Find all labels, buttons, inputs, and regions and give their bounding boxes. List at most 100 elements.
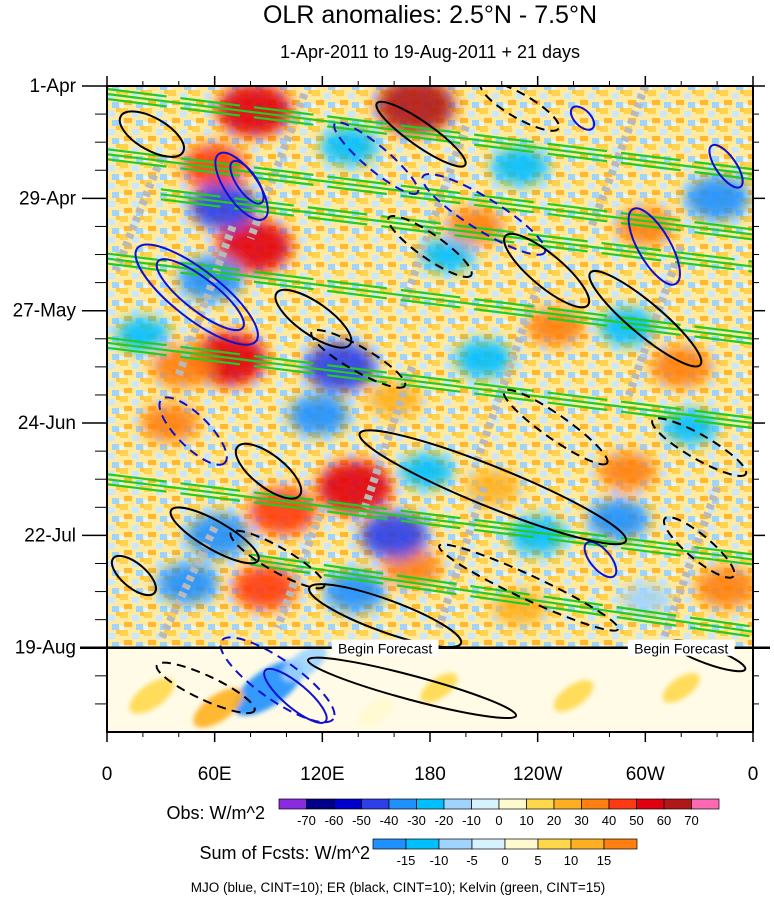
- obs-colorbar: Obs: W/m^2 -70 -60 -50 -40 -30 -20 -10 0 10 20 30 4…: [167, 798, 720, 828]
- anomaly-blob-6: [317, 460, 392, 514]
- mjo-contour-1: [155, 258, 245, 332]
- er-contour-10: [375, 100, 467, 168]
- mjo-contour-9: [421, 172, 547, 256]
- er-contour-6: [588, 269, 703, 368]
- kelvin-contour-5: [107, 473, 753, 566]
- fcst-colorbar: Sum of Fcsts: W/m^2 -15 -10 -5 0 5 10 15: [200, 838, 638, 868]
- forecast-blob-1: [282, 646, 327, 682]
- mjo-contour-6: [708, 143, 744, 189]
- anomaly-blob-32: [685, 176, 750, 221]
- obs-colorbar-box-0: [278, 798, 307, 810]
- anomaly-blob-36: [421, 237, 475, 273]
- obs-colorbar-box-13: [636, 798, 665, 810]
- er-contour-16: [229, 529, 326, 590]
- x-tick-label-5: 60W: [626, 764, 665, 785]
- er-contour-8: [307, 656, 518, 720]
- er-contour-0: [118, 110, 185, 158]
- obs-colorbar-label-9: 20: [547, 813, 561, 828]
- mjo-contour-8: [333, 121, 420, 196]
- obs-colorbar-box-3: [361, 798, 390, 810]
- obs-colorbar-box-1: [306, 798, 335, 810]
- kelvin-contour-6: [250, 553, 753, 638]
- fcst-colorbar-label-3: 0: [501, 853, 508, 868]
- obs-colorbar-label-2: -50: [352, 813, 371, 828]
- obs-colorbar-label-10: 30: [574, 813, 588, 828]
- forecast-blob-4: [420, 673, 458, 703]
- mjo-contour-4: [627, 207, 681, 286]
- obs-colorbar-box-10: [553, 798, 582, 810]
- obs-colorbar-box-14: [663, 798, 692, 810]
- anomaly-blob-3: [216, 219, 292, 273]
- fcst-colorbar-box-7: [603, 838, 638, 850]
- forecast-blob-5: [553, 680, 594, 712]
- fcst-colorbar-label-4: 5: [534, 853, 541, 868]
- forecast-labels: Begin Forecast Begin Forecast: [331, 639, 735, 657]
- obs-colorbar-box-5: [416, 798, 445, 810]
- er-contour-14: [651, 417, 748, 477]
- forecast-blob-3: [193, 688, 244, 728]
- mjo-contour-0: [134, 243, 259, 346]
- fcst-colorbar-box-5: [537, 838, 572, 850]
- er-contour-18: [662, 516, 736, 579]
- er-contour-4: [308, 583, 463, 649]
- anomaly-blob-9: [141, 404, 199, 443]
- forecast-blob-2: [129, 678, 175, 714]
- fcst-colorbar-box-6: [570, 838, 605, 850]
- anomaly-blob-8: [232, 565, 297, 610]
- grey-band-8: [587, 86, 650, 228]
- y-axis: 1-Apr 29-Apr 27-May 24-Jun 22-Jul 19-Aug: [13, 76, 765, 705]
- anomaly-blob-30: [491, 147, 549, 186]
- fcst-colorbar-box-3: [471, 838, 506, 850]
- anomaly-blob-38: [399, 453, 454, 489]
- grey-band-7: [435, 486, 488, 629]
- obs-colorbar-box-6: [443, 798, 472, 810]
- obs-colorbar-label-3: -40: [380, 813, 399, 828]
- er-contours: [110, 86, 748, 720]
- fcst-colorbar-label-2: -5: [466, 853, 478, 868]
- grey-band-0: [112, 156, 165, 273]
- obs-colorbar-label-0: -70: [297, 813, 316, 828]
- obs-colorbar-label-7: 0: [495, 813, 502, 828]
- anomaly-blob-27: [157, 563, 218, 605]
- obs-colorbar-label-8: 10: [519, 813, 533, 828]
- anomaly-blob-17: [695, 567, 753, 609]
- y-tick-label-2: 27-May: [13, 301, 77, 322]
- er-contour-13: [310, 328, 407, 389]
- chart-title: OLR anomalies: 2.5°N - 7.5°N: [263, 1, 597, 29]
- x-tick-label-1: 60E: [198, 764, 232, 785]
- obs-colorbar-box-11: [581, 798, 610, 810]
- x-tick-label-6: 0: [748, 764, 759, 785]
- mjo-contour-3: [229, 159, 265, 205]
- kelvin-contour-4: [107, 336, 753, 430]
- plot-area: Begin Forecast Begin Forecast 0 60E 120E 180…: [13, 76, 770, 785]
- anomaly-blob-7: [249, 487, 317, 535]
- er-contour-19: [502, 388, 609, 466]
- obs-colorbar-box-8: [498, 798, 527, 810]
- er-contour-7: [169, 506, 260, 565]
- forecast-blob-6: [662, 673, 700, 703]
- chart-subtitle: 1-Apr-2011 to 19-Aug-2011 + 21 days: [280, 42, 580, 62]
- grey-band-5: [354, 365, 416, 529]
- anomaly-blob-10: [527, 307, 585, 346]
- y-tick-label-0: 1-Apr: [30, 76, 77, 97]
- x-tick-label-3: 180: [414, 764, 446, 785]
- fcst-colorbar-box-0: [372, 838, 407, 850]
- obs-colorbar-label-4: -30: [407, 813, 426, 828]
- kelvin-contour-0: [107, 87, 753, 181]
- kelvin-contour-2: [160, 188, 753, 273]
- obs-colorbar-box-4: [388, 798, 417, 810]
- er-contour-1: [274, 288, 353, 349]
- forecast-label-0: Begin Forecast: [338, 641, 432, 657]
- anomaly-blob-29: [320, 127, 378, 166]
- obs-colorbar-label-13: 60: [657, 813, 671, 828]
- obs-colorbar-box-15: [691, 798, 720, 810]
- anomaly-blob-24: [360, 511, 428, 559]
- anomaly-blob-19: [492, 590, 547, 626]
- anomaly-blob-28: [455, 339, 513, 378]
- er-contour-5: [503, 232, 591, 309]
- obs-colorbar-box-7: [471, 798, 500, 810]
- er-contour-12: [387, 215, 473, 278]
- obs-colorbar-label-12: 50: [629, 813, 643, 828]
- fcst-colorbar-box-2: [438, 838, 473, 850]
